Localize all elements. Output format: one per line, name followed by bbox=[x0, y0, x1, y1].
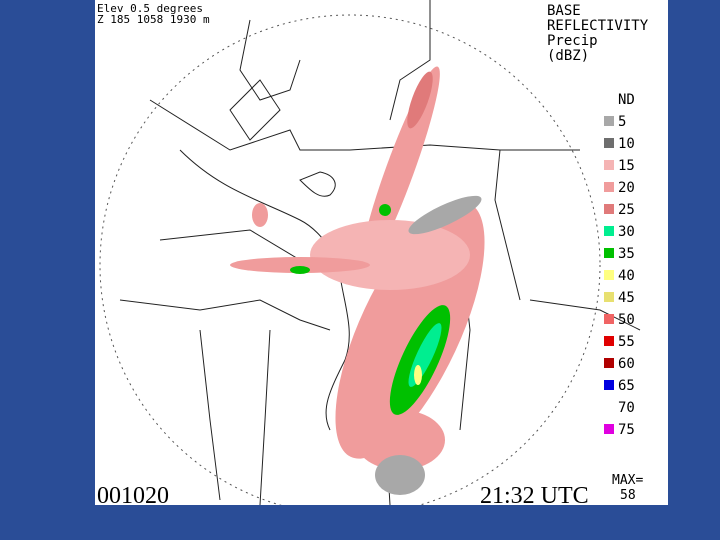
legend-label: 10 bbox=[618, 136, 635, 152]
legend-swatch bbox=[604, 204, 614, 214]
legend-label: 65 bbox=[618, 378, 635, 394]
legend-swatch bbox=[604, 182, 614, 192]
legend-swatch bbox=[604, 424, 614, 434]
legend-label: 35 bbox=[618, 246, 635, 262]
max-label: MAX= bbox=[612, 473, 643, 488]
legend-swatch bbox=[604, 380, 614, 390]
product-line: REFLECTIVITY bbox=[547, 18, 649, 34]
legend-label: ND bbox=[618, 92, 635, 108]
legend-swatch bbox=[604, 270, 614, 280]
product-line: BASE bbox=[547, 3, 581, 19]
legend-swatch bbox=[604, 336, 614, 346]
legend-label: 15 bbox=[618, 158, 635, 174]
radar-map bbox=[99, 0, 641, 505]
legend-swatch bbox=[604, 138, 614, 148]
site-text: Z 185 1058 1930 m bbox=[97, 13, 210, 26]
precip-echoes bbox=[230, 66, 485, 495]
legend-swatch bbox=[604, 160, 614, 170]
legend-label: 40 bbox=[618, 268, 635, 284]
legend-label: 5 bbox=[618, 114, 626, 130]
legend-label: 60 bbox=[618, 356, 635, 372]
legend-swatch bbox=[604, 248, 614, 258]
legend-swatch bbox=[604, 358, 614, 368]
elev-text: Elev 0.5 degrees bbox=[97, 2, 203, 15]
legend-label: 55 bbox=[618, 334, 635, 350]
max-value: 58 bbox=[620, 488, 636, 503]
legend-label: 75 bbox=[618, 422, 635, 438]
legend-label: 20 bbox=[618, 180, 635, 196]
date-text: 001020 bbox=[97, 483, 169, 509]
legend-swatch bbox=[604, 314, 614, 324]
product-line: (dBZ) bbox=[547, 48, 589, 64]
legend: ND 5 10 15 20 25 30 35 40 45 50 55 60 65 70 75 bbox=[604, 92, 635, 438]
legend-swatch bbox=[604, 116, 614, 126]
time-text: 21:32 UTC bbox=[480, 483, 589, 509]
legend-swatch bbox=[604, 226, 614, 236]
legend-label: 50 bbox=[618, 312, 635, 328]
product-line: Precip bbox=[547, 33, 598, 49]
legend-swatch bbox=[604, 292, 614, 302]
legend-label: 70 bbox=[618, 400, 635, 416]
legend-label: 45 bbox=[618, 290, 635, 306]
range-ring bbox=[99, 14, 601, 505]
legend-label: 30 bbox=[618, 224, 635, 240]
legend-label: 25 bbox=[618, 202, 635, 218]
